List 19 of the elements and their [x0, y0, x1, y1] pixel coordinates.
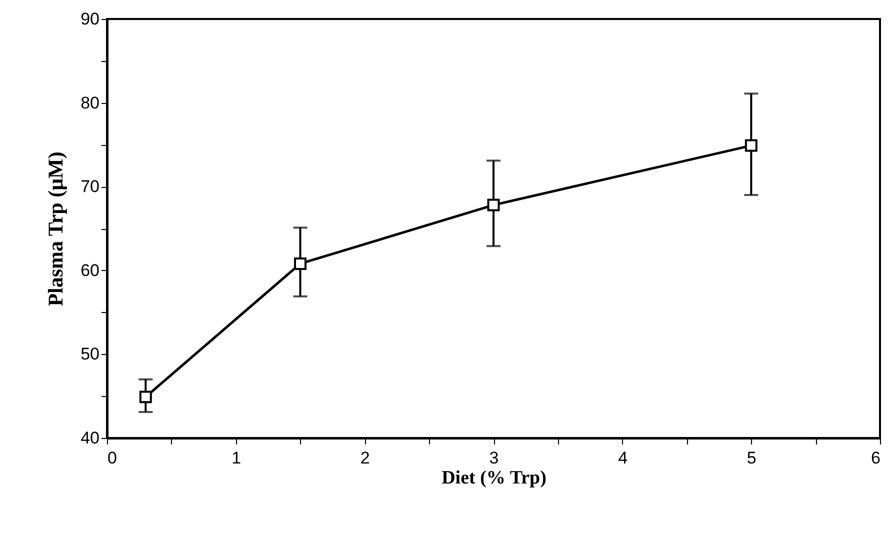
point	[294, 257, 306, 270]
y-tick-label: 70	[80, 177, 100, 196]
x-tick-label: 3	[489, 448, 499, 468]
x-tick-label: 6	[871, 448, 880, 468]
y-tick-label: 50	[80, 344, 100, 364]
x-tick-label: 5	[746, 448, 756, 468]
x-tick-label: 2	[360, 448, 370, 468]
y-axis-title: Plasma Trp (μM)	[44, 152, 68, 306]
y-tick-label: 90	[80, 10, 100, 28]
point	[487, 198, 500, 212]
x-tick-label: 0	[108, 448, 117, 468]
y-tick-label: 40	[80, 428, 100, 448]
point	[139, 390, 152, 404]
x-axis-title: Diet (% Trp)	[442, 468, 546, 488]
x-tick-label: 1	[232, 448, 242, 468]
y-tick-label: 60	[80, 260, 100, 280]
x-tick-label: 4	[618, 448, 628, 468]
y-tick-label: 80	[80, 93, 100, 112]
point	[744, 139, 758, 152]
